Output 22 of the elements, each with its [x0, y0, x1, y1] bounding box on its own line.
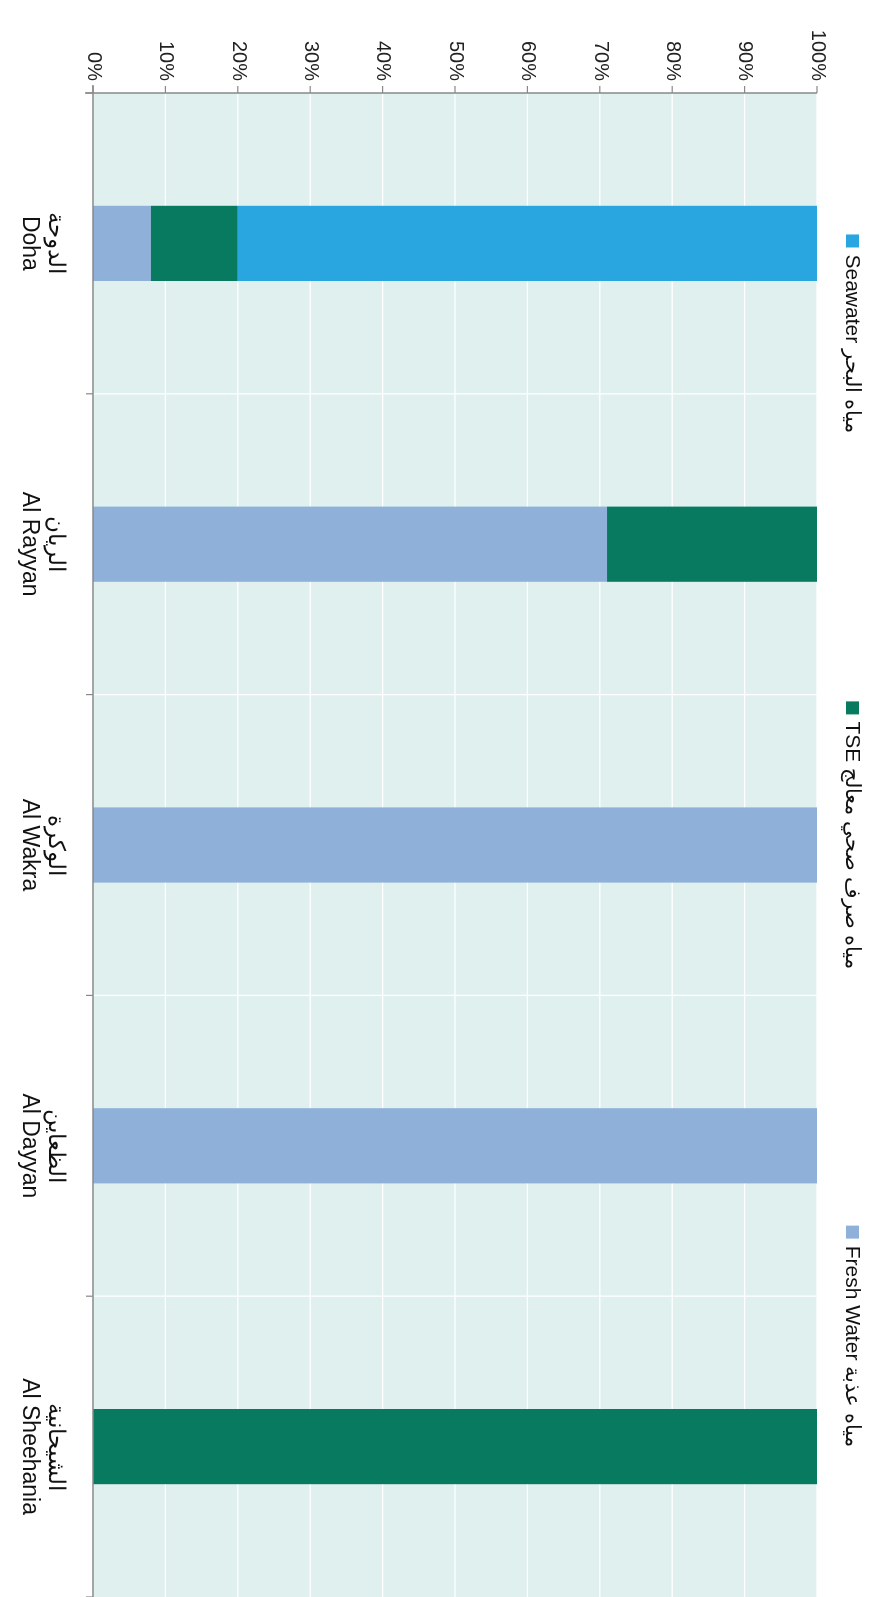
x-tick-label: 60%: [518, 40, 541, 82]
bar: [93, 205, 151, 281]
bar: [237, 205, 817, 281]
x-tick-label: 100%: [807, 29, 830, 82]
bar: [93, 1409, 817, 1485]
x-tick-label: 30%: [300, 40, 323, 82]
legend-label: TSE مياه صرف صحي معالج: [840, 721, 866, 969]
x-tick-label: 40%: [373, 40, 396, 82]
x-tick-label: 20%: [228, 40, 251, 82]
x-tick-label: 70%: [590, 40, 613, 82]
x-tick-label: 90%: [735, 40, 758, 82]
legend-label: Seawater مياه البحر: [840, 254, 866, 433]
bar: [150, 205, 238, 281]
legend-label: Fresh Water مياه عذبة: [842, 1245, 866, 1448]
bar: [93, 1108, 817, 1184]
x-tick-label: 10%: [156, 40, 179, 82]
x-tick-label: 0%: [83, 52, 106, 82]
bar: [607, 506, 817, 582]
bar: [93, 807, 817, 883]
x-tick-label: 50%: [445, 40, 468, 82]
bar: [93, 506, 608, 582]
x-tick-label: 80%: [662, 40, 685, 82]
